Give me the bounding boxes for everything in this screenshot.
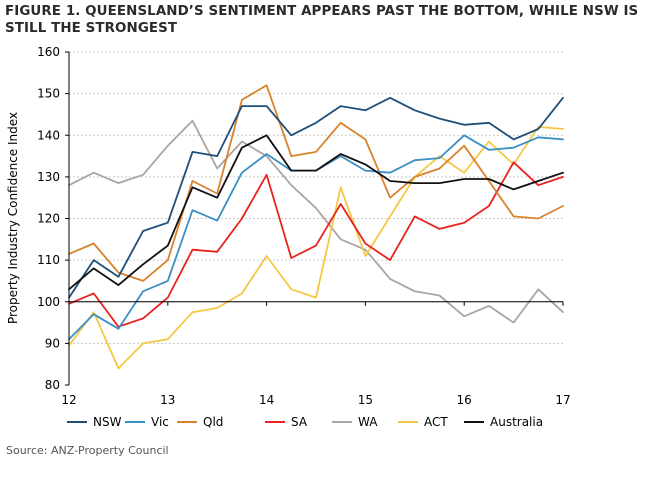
legend-label: Australia <box>490 415 543 429</box>
legend-label: SA <box>291 415 308 429</box>
x-tick-label: 14 <box>259 393 274 407</box>
x-tick-label: 13 <box>160 393 175 407</box>
x-tick-label: 15 <box>358 393 373 407</box>
y-tick-labels: 80 90 100 110 120 130 140 150 160 <box>37 45 60 392</box>
y-tick-label: 110 <box>37 253 60 267</box>
legend-item-qld: Qld <box>177 415 223 429</box>
series-line-qld <box>68 84 564 282</box>
series-line-australia <box>68 134 564 291</box>
y-tick-label: 130 <box>37 170 60 184</box>
series-line-wa <box>68 119 564 324</box>
legend-label: ACT <box>424 415 448 429</box>
legend-item-vic: Vic <box>125 415 169 429</box>
y-tick-label: 90 <box>45 336 60 350</box>
legend-label: Vic <box>151 415 169 429</box>
series-line-sa <box>68 161 564 328</box>
legend-label: Qld <box>203 415 223 429</box>
series-line-vic <box>68 134 564 341</box>
legend-label: NSW <box>93 415 122 429</box>
legend-label: WA <box>358 415 378 429</box>
gridlines <box>69 51 563 344</box>
axes <box>65 51 564 386</box>
series-lines <box>68 84 564 370</box>
source-note: Source: ANZ-Property Council <box>6 444 169 457</box>
y-tick-label: 160 <box>37 45 60 59</box>
legend-item-act: ACT <box>398 415 448 429</box>
chart-title: FIGURE 1. QUEENSLAND’S SENTIMENT APPEARS… <box>5 4 639 36</box>
legend-item-australia: Australia <box>464 415 543 429</box>
y-tick-label: 120 <box>37 212 60 226</box>
x-tick-label: 12 <box>61 393 76 407</box>
legend-item-nsw: NSW <box>67 415 122 429</box>
series-line-act <box>68 126 564 370</box>
legend-item-wa: WA <box>332 415 378 429</box>
y-axis-label: Property Industry Confidence Index <box>6 112 20 324</box>
y-tick-label: 80 <box>45 378 60 392</box>
series-line-nsw <box>68 96 564 299</box>
y-tick-label: 150 <box>37 87 60 101</box>
legend-item-sa: SA <box>265 415 308 429</box>
x-tick-labels: 12 13 14 15 16 17 <box>61 393 570 407</box>
legend: NSW Vic Qld SA WA ACT Australia <box>67 415 543 429</box>
x-tick-label: 16 <box>457 393 472 407</box>
x-tick-label: 17 <box>555 393 570 407</box>
y-tick-label: 140 <box>37 128 60 142</box>
y-tick-label: 100 <box>37 295 60 309</box>
